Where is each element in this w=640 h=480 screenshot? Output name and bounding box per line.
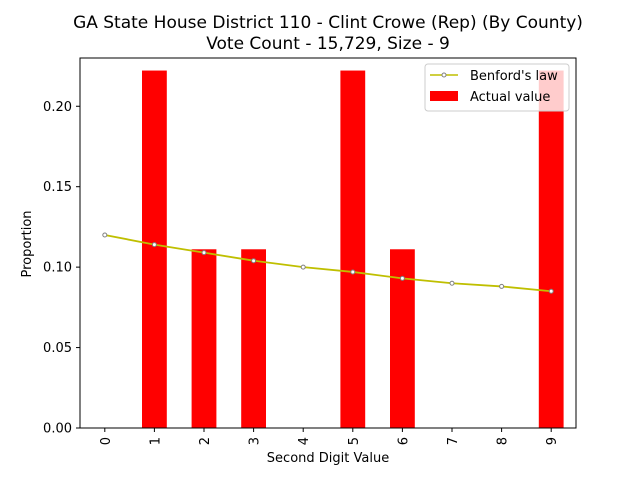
benford-point-1	[151, 242, 157, 248]
benford-point-7	[449, 280, 455, 286]
line-layer	[102, 232, 554, 294]
chart-title: GA State House District 110 - Clint Crow…	[73, 13, 583, 33]
x-tick-label: 1	[148, 437, 163, 445]
bar-digit-9	[538, 70, 564, 429]
x-tick-label: 3	[248, 437, 263, 445]
legend-label-benford: Benford's law	[470, 69, 558, 84]
y-axis-label: Proportion	[20, 210, 35, 277]
benford-point-4	[300, 264, 306, 270]
legend-bar-swatch	[430, 91, 458, 101]
y-tick-label: 0.10	[43, 261, 72, 276]
y-tick-label: 0.05	[43, 341, 72, 356]
plot-frame	[79, 57, 577, 429]
x-tick-label: 4	[297, 437, 312, 445]
benford-point-9	[548, 288, 554, 294]
x-tick-label: 6	[396, 437, 411, 445]
benford-point-8	[499, 283, 505, 289]
bar-digit-1	[142, 70, 167, 429]
legend-label-actual: Actual value	[470, 90, 550, 105]
y-tick-label: 0.20	[43, 100, 72, 115]
x-tick-label: 9	[545, 437, 560, 445]
x-axis-label: Second Digit Value	[267, 451, 389, 466]
x-tick-label: 5	[347, 437, 362, 445]
legend-line-marker	[441, 72, 447, 78]
bar-digit-5	[340, 70, 366, 429]
legend-frame	[424, 63, 570, 112]
bar-digit-3	[241, 249, 266, 428]
benford-point-6	[399, 275, 405, 281]
axes-layer: 0.00 0.05 0.10 0.15 0.20 0 1 2 3 4 5 6 7 8 9	[43, 57, 577, 445]
x-tick-label: 8	[496, 437, 511, 445]
bar-digit-2	[191, 249, 217, 428]
benford-point-3	[251, 258, 257, 264]
bars-layer	[142, 70, 564, 429]
benford-line	[104, 234, 552, 293]
y-tick-label: 0.15	[43, 180, 72, 195]
benford-point-0	[102, 232, 108, 238]
x-tick-label: 0	[99, 437, 114, 445]
legend: Benford's law Actual value	[424, 63, 570, 112]
chart-subtitle: Vote Count - 15,729, Size - 9	[206, 34, 450, 54]
x-tick-label: 7	[446, 437, 461, 445]
benford-point-5	[350, 269, 356, 275]
y-tick-label: 0.00	[43, 422, 72, 437]
benford-point-2	[201, 250, 207, 256]
x-tick-label: 2	[198, 437, 213, 445]
